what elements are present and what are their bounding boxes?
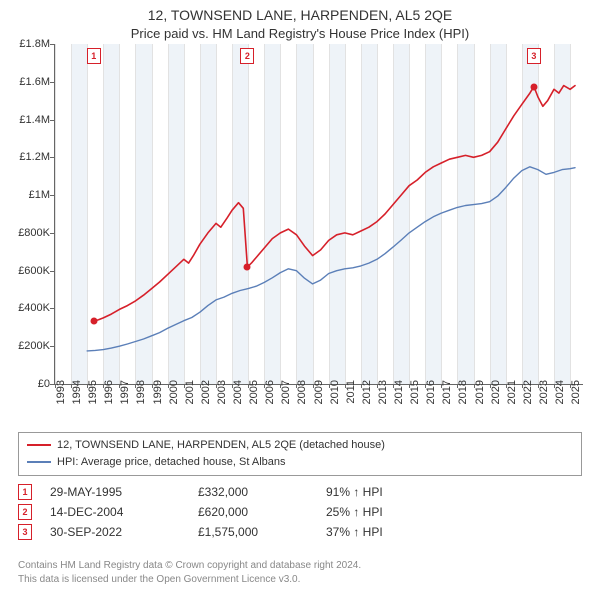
sale-row: 2 14-DEC-2004 £620,000 25% ↑ HPI <box>18 504 582 520</box>
x-tick-label: 2009 <box>313 380 325 404</box>
x-tick-label: 2025 <box>570 380 582 404</box>
x-tick-label: 2005 <box>248 380 260 404</box>
footer-line-1: Contains HM Land Registry data © Crown c… <box>18 559 582 573</box>
x-tick-label: 1994 <box>71 380 83 404</box>
sale-dot <box>90 318 97 325</box>
sale-row: 3 30-SEP-2022 £1,575,000 37% ↑ HPI <box>18 524 582 540</box>
x-tick-label: 2015 <box>409 380 421 404</box>
y-tick-label: £1.6M <box>0 76 50 88</box>
x-tick-label: 2012 <box>361 380 373 404</box>
x-tick-label: 2017 <box>441 380 453 404</box>
x-tick-label: 2016 <box>425 380 437 404</box>
x-tick-label: 2001 <box>184 380 196 404</box>
series-line-property <box>94 86 575 322</box>
sale-row-price: £332,000 <box>198 485 308 499</box>
x-tick-label: 2003 <box>216 380 228 404</box>
x-tick-label: 2006 <box>264 380 276 404</box>
y-tick-label: £1M <box>0 189 50 201</box>
sale-row-price: £1,575,000 <box>198 525 308 539</box>
legend-row: 12, TOWNSEND LANE, HARPENDEN, AL5 2QE (d… <box>27 437 573 454</box>
x-tick-label: 2004 <box>232 380 244 404</box>
sale-marker-box: 3 <box>527 48 541 64</box>
sale-row-vs-hpi: 37% ↑ HPI <box>326 525 582 539</box>
legend-swatch <box>27 444 51 446</box>
x-tick-label: 2008 <box>296 380 308 404</box>
x-tick-label: 1997 <box>119 380 131 404</box>
y-tick-label: £600K <box>0 265 50 277</box>
sale-row-marker: 3 <box>18 524 32 540</box>
x-tick-label: 1996 <box>103 380 115 404</box>
x-tick-label: 2007 <box>280 380 292 404</box>
legend-swatch <box>27 461 51 463</box>
x-tick-label: 2014 <box>393 380 405 404</box>
y-tick-label: £800K <box>0 227 50 239</box>
legend: 12, TOWNSEND LANE, HARPENDEN, AL5 2QE (d… <box>18 432 582 476</box>
sale-row-marker: 2 <box>18 504 32 520</box>
x-tick-label: 2018 <box>457 380 469 404</box>
y-tick-label: £1.8M <box>0 38 50 50</box>
legend-label: HPI: Average price, detached house, St A… <box>57 454 286 471</box>
x-tick-label: 2002 <box>200 380 212 404</box>
x-tick-label: 2021 <box>506 380 518 404</box>
x-tick-label: 2013 <box>377 380 389 404</box>
x-tick-label: 1998 <box>135 380 147 404</box>
chart-container: 12, TOWNSEND LANE, HARPENDEN, AL5 2QE Pr… <box>0 0 600 590</box>
x-tick-label: 2022 <box>522 380 534 404</box>
sale-row-vs-hpi: 25% ↑ HPI <box>326 505 582 519</box>
sale-row-date: 30-SEP-2022 <box>50 525 180 539</box>
plot-area: 1993199419951996199719981999200020012002… <box>54 44 583 385</box>
x-tick-label: 2000 <box>168 380 180 404</box>
x-tick-label: 2024 <box>554 380 566 404</box>
y-tick-label: £200K <box>0 340 50 352</box>
x-tick-label: 2023 <box>538 380 550 404</box>
chart-title: 12, TOWNSEND LANE, HARPENDEN, AL5 2QE <box>0 6 600 24</box>
chart-subtitle: Price paid vs. HM Land Registry's House … <box>0 26 600 43</box>
chart-area: £0 £200K £400K £600K £800K £1M £1.2M £1.4M £1.6M… <box>0 44 600 424</box>
y-tick-label: £0 <box>0 378 50 390</box>
x-tick-label: 1999 <box>152 380 164 404</box>
x-tick-label: 1995 <box>87 380 99 404</box>
chart-svg <box>55 44 583 384</box>
sale-marker-box: 2 <box>240 48 254 64</box>
x-tick-label: 2011 <box>345 380 357 404</box>
sale-row: 1 29-MAY-1995 £332,000 91% ↑ HPI <box>18 484 582 500</box>
sale-dot <box>530 83 537 90</box>
sale-row-vs-hpi: 91% ↑ HPI <box>326 485 582 499</box>
y-tick-label: £400K <box>0 302 50 314</box>
sale-row-date: 14-DEC-2004 <box>50 505 180 519</box>
sale-row-marker: 1 <box>18 484 32 500</box>
x-tick-label: 1993 <box>55 380 67 404</box>
footer-line-2: This data is licensed under the Open Gov… <box>18 573 582 587</box>
y-axis-ticks: £0£200K£400K£600K£800K£1M£1.2M£1.4M£1.6M… <box>0 44 54 384</box>
sale-row-date: 29-MAY-1995 <box>50 485 180 499</box>
titles: 12, TOWNSEND LANE, HARPENDEN, AL5 2QE Pr… <box>0 0 600 43</box>
legend-row: HPI: Average price, detached house, St A… <box>27 454 573 471</box>
sale-dot <box>244 263 251 270</box>
x-tick-label: 2020 <box>490 380 502 404</box>
footer-attribution: Contains HM Land Registry data © Crown c… <box>18 559 582 586</box>
sale-row-price: £620,000 <box>198 505 308 519</box>
legend-label: 12, TOWNSEND LANE, HARPENDEN, AL5 2QE (d… <box>57 437 385 454</box>
x-tick-label: 2010 <box>329 380 341 404</box>
x-tick-label: 2019 <box>474 380 486 404</box>
y-tick-label: £1.4M <box>0 114 50 126</box>
sale-marker-box: 1 <box>87 48 101 64</box>
y-tick-label: £1.2M <box>0 151 50 163</box>
sales-list: 1 29-MAY-1995 £332,000 91% ↑ HPI 2 14-DEC-200… <box>18 480 582 544</box>
series-line-hpi <box>87 167 575 351</box>
